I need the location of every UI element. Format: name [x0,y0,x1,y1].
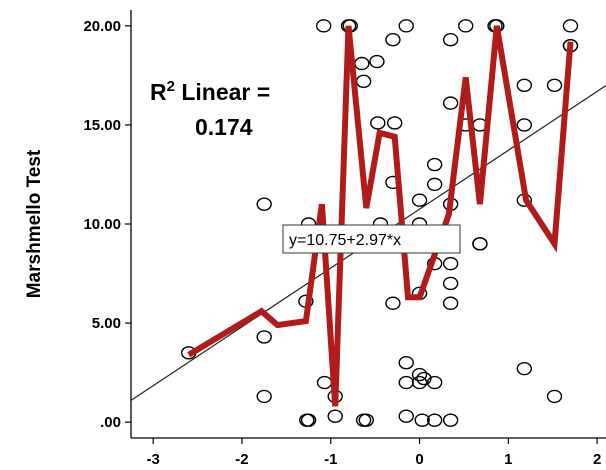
equation-box [282,224,461,254]
scatter-point [370,116,386,130]
x-tick-label: 0 [415,451,423,468]
scatter-point [442,256,459,271]
x-tick-label: -1 [324,451,337,468]
x-axis-ticks: -3 -2 -1 0 1 2 [147,438,601,468]
scatter-point [426,413,443,427]
r2-label-superscript: 2 [167,78,175,95]
y-tick-label: 15.00 [83,117,121,134]
scatter-point [426,157,443,172]
x-tick-label: -3 [147,451,160,468]
scatter-point [516,78,533,92]
equation-label: y=10.75+2.97*x [282,224,461,254]
y-tick-label: .00 [100,414,121,431]
scatter-point [327,409,343,423]
scatter-point [386,116,403,130]
equation-text: y=10.75+2.97*x [289,232,401,249]
scatter-point [442,296,459,310]
trend-line [187,25,574,407]
x-tick-label: -2 [235,451,248,468]
scatter-point [442,96,459,110]
x-tick-label: 1 [504,451,512,468]
scatter-point [516,361,533,376]
scatter-point [256,389,272,404]
scatter-point [426,375,443,390]
scatter-point [385,33,401,47]
scatter-point [426,177,443,192]
scatter-point [398,356,414,370]
scatter-point [472,237,488,251]
scatter-point [398,409,414,423]
scatter-point [398,19,414,33]
plot-frame [131,10,606,438]
scatter-point [358,413,374,427]
scatter-point [315,19,332,33]
y-tick-label: 20.00 [83,18,121,35]
y-tick-label: 5.00 [92,315,121,332]
scatter-point [546,389,563,404]
scatter-point [300,413,317,427]
scatter-point [411,375,428,390]
scatter-point [416,371,432,386]
plot-area [130,10,606,439]
r2-label: R2 Linear = [150,78,270,105]
r2-label-prefix: R [150,79,167,105]
trend-line-layer [187,25,574,407]
scatter-point [414,413,430,427]
r2-label-rest: Linear = [175,79,270,105]
scatter-point [442,33,459,47]
scatter-point [411,367,428,382]
scatter-point [256,330,272,344]
scatter-point [411,193,428,207]
scatter-point [385,296,401,310]
scatter-point [369,54,385,69]
r2-value: 0.174 [195,114,253,140]
y-axis-label: Marshmello Test [24,149,45,298]
x-tick-label: 2 [593,451,601,468]
scatter-point [562,19,579,33]
scatter-point [256,197,272,211]
scatter-point [458,19,474,33]
y-axis-ticks: .00 5.00 10.00 15.00 20.00 [83,18,131,431]
y-tick-label: 10.00 [83,216,121,233]
scatter-point [442,276,459,291]
scatter-point [442,413,459,427]
scatter-point [516,118,533,132]
scatter-point [546,78,563,92]
scatter-points [181,19,579,427]
